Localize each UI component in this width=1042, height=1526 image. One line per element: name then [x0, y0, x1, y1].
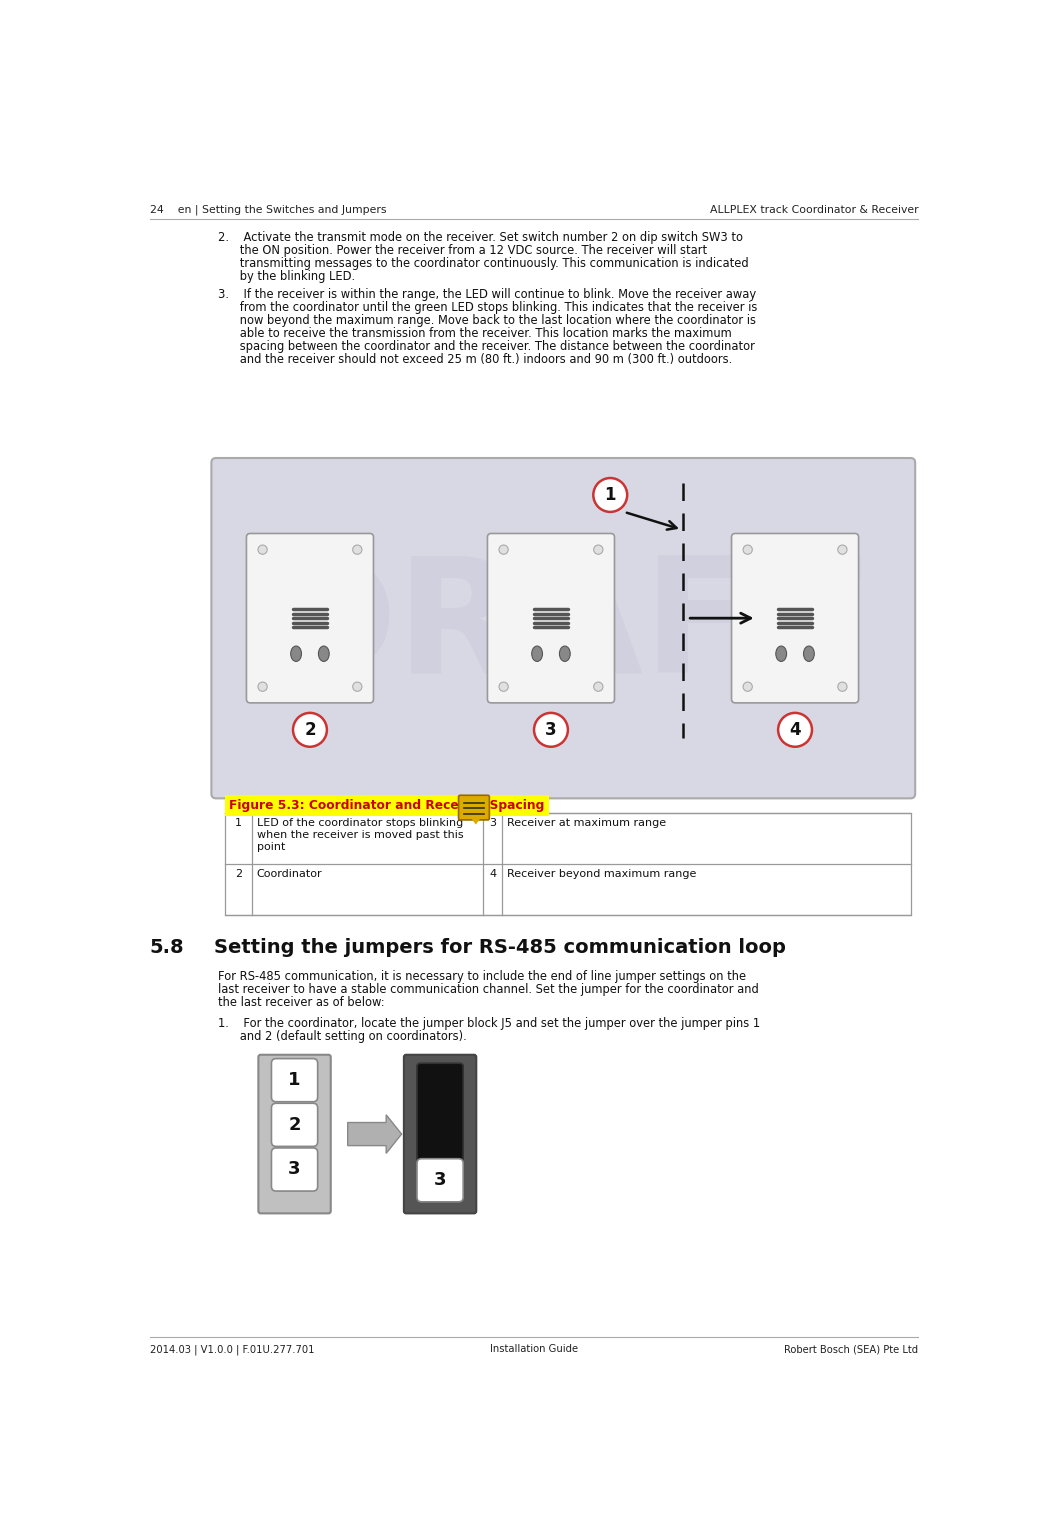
FancyBboxPatch shape: [212, 458, 915, 798]
Text: the last receiver as of below:: the last receiver as of below:: [218, 996, 384, 1009]
Text: the ON position. Power the receiver from a 12 VDC source. The receiver will star: the ON position. Power the receiver from…: [218, 244, 706, 256]
Text: spacing between the coordinator and the receiver. The distance between the coord: spacing between the coordinator and the …: [218, 340, 754, 353]
Text: 2: 2: [235, 870, 243, 879]
FancyBboxPatch shape: [731, 534, 859, 703]
Text: 3: 3: [490, 818, 496, 829]
Text: 4: 4: [789, 720, 801, 739]
Circle shape: [778, 713, 812, 746]
Ellipse shape: [560, 645, 570, 661]
Text: Receiver beyond maximum range: Receiver beyond maximum range: [507, 870, 696, 879]
Circle shape: [293, 713, 327, 746]
Circle shape: [838, 682, 847, 691]
Text: by the blinking LED.: by the blinking LED.: [218, 270, 354, 284]
FancyBboxPatch shape: [458, 795, 490, 819]
Text: 2: 2: [304, 720, 316, 739]
Ellipse shape: [291, 645, 301, 661]
Circle shape: [499, 545, 508, 554]
Circle shape: [352, 545, 362, 554]
FancyBboxPatch shape: [246, 534, 373, 703]
FancyBboxPatch shape: [272, 1148, 318, 1192]
Text: Figure 5.3: Coordinator and Receiver Spacing: Figure 5.3: Coordinator and Receiver Spa…: [229, 800, 545, 812]
Text: Receiver at maximum range: Receiver at maximum range: [507, 818, 666, 829]
FancyBboxPatch shape: [417, 1064, 464, 1161]
Text: 1.    For the coordinator, locate the jumper block J5 and set the jumper over th: 1. For the coordinator, locate the jumpe…: [218, 1016, 760, 1030]
FancyArrow shape: [348, 1116, 401, 1154]
Text: 2014.03 | V1.0.0 | F.01U.277.701: 2014.03 | V1.0.0 | F.01U.277.701: [150, 1344, 315, 1355]
Text: 2: 2: [289, 1116, 301, 1134]
Circle shape: [258, 682, 267, 691]
Ellipse shape: [803, 645, 814, 661]
Ellipse shape: [531, 645, 543, 661]
Text: Robert Bosch (SEA) Pte Ltd: Robert Bosch (SEA) Pte Ltd: [785, 1344, 918, 1354]
FancyBboxPatch shape: [258, 1054, 330, 1213]
Text: 2.    Activate the transmit mode on the receiver. Set switch number 2 on dip swi: 2. Activate the transmit mode on the rec…: [218, 230, 743, 244]
Text: from the coordinator until the green LED stops blinking. This indicates that the: from the coordinator until the green LED…: [218, 301, 756, 314]
FancyBboxPatch shape: [404, 1054, 476, 1213]
Text: 3: 3: [545, 720, 556, 739]
FancyBboxPatch shape: [272, 1059, 318, 1102]
Text: 3: 3: [289, 1160, 301, 1178]
Text: able to receive the transmission from the receiver. This location marks the maxi: able to receive the transmission from th…: [218, 327, 731, 340]
Circle shape: [594, 682, 603, 691]
Bar: [225, 813, 911, 914]
Text: now beyond the maximum range. Move back to the last location where the coordinat: now beyond the maximum range. Move back …: [218, 314, 755, 327]
Text: 1: 1: [235, 818, 242, 829]
Circle shape: [594, 545, 603, 554]
FancyBboxPatch shape: [488, 534, 615, 703]
Text: LED of the coordinator stops blinking
when the receiver is moved past this
point: LED of the coordinator stops blinking wh…: [256, 818, 464, 852]
Circle shape: [352, 682, 362, 691]
Text: and 2 (default setting on coordinators).: and 2 (default setting on coordinators).: [218, 1030, 467, 1044]
Text: 1: 1: [289, 1071, 301, 1090]
Text: Setting the jumpers for RS-485 communication loop: Setting the jumpers for RS-485 communica…: [214, 937, 786, 957]
Text: last receiver to have a stable communication channel. Set the jumper for the coo: last receiver to have a stable communica…: [218, 983, 759, 996]
Circle shape: [593, 478, 627, 511]
Circle shape: [534, 713, 568, 746]
Text: 5.8: 5.8: [150, 937, 184, 957]
Text: 3.    If the receiver is within the range, the LED will continue to blink. Move : 3. If the receiver is within the range, …: [218, 288, 755, 301]
Text: transmitting messages to the coordinator continuously. This communication is ind: transmitting messages to the coordinator…: [218, 256, 748, 270]
Text: DRAFT: DRAFT: [265, 551, 862, 705]
Text: 3: 3: [433, 1172, 446, 1189]
Text: Coordinator: Coordinator: [256, 870, 322, 879]
FancyBboxPatch shape: [417, 1158, 464, 1202]
Circle shape: [258, 545, 267, 554]
Circle shape: [838, 545, 847, 554]
FancyBboxPatch shape: [272, 1103, 318, 1146]
Ellipse shape: [776, 645, 787, 661]
Text: 24    en | Setting the Switches and Jumpers: 24 en | Setting the Switches and Jumpers: [150, 204, 387, 215]
Circle shape: [743, 545, 752, 554]
Text: 1: 1: [604, 485, 616, 504]
Text: 4: 4: [490, 870, 496, 879]
Circle shape: [499, 682, 508, 691]
Ellipse shape: [319, 645, 329, 661]
Circle shape: [743, 682, 752, 691]
Polygon shape: [471, 818, 480, 824]
Text: and the receiver should not exceed 25 m (80 ft.) indoors and 90 m (300 ft.) outd: and the receiver should not exceed 25 m …: [218, 354, 731, 366]
Text: For RS-485 communication, it is necessary to include the end of line jumper sett: For RS-485 communication, it is necessar…: [218, 971, 746, 983]
Text: Installation Guide: Installation Guide: [490, 1344, 578, 1354]
Text: ALLPLEX track Coordinator & Receiver: ALLPLEX track Coordinator & Receiver: [710, 204, 918, 215]
